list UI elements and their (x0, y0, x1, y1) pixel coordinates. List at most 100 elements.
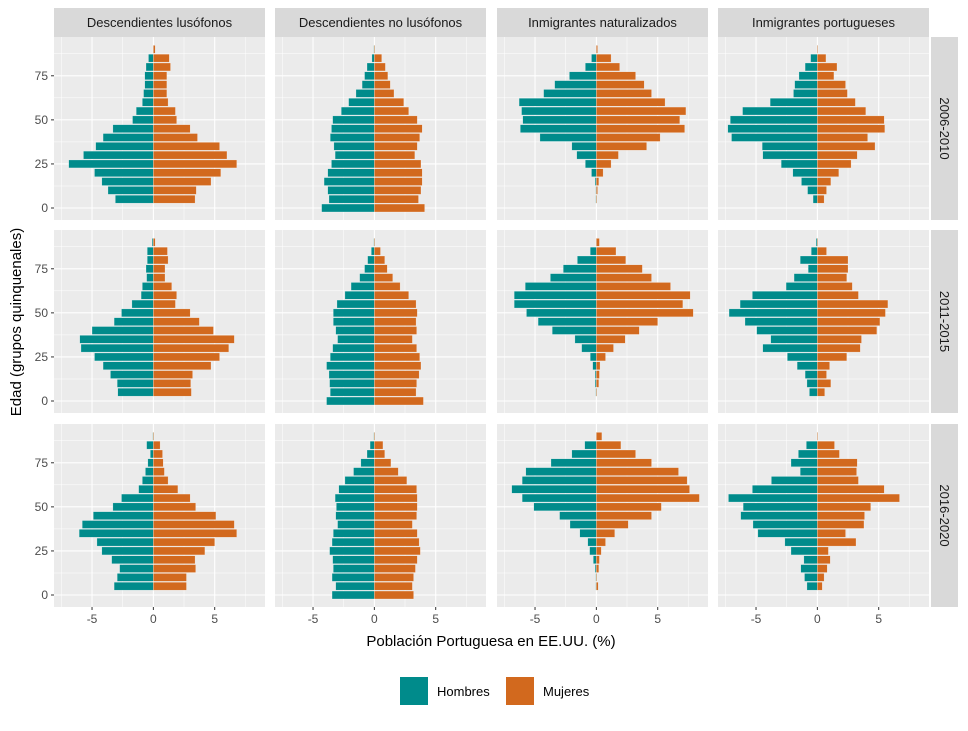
bar-mujeres (153, 326, 214, 335)
bar-mujeres (374, 370, 420, 379)
bar-hombres (333, 308, 375, 318)
bar-hombres (369, 440, 375, 450)
bar-hombres (590, 246, 597, 256)
bar-mujeres (374, 335, 413, 344)
bar-hombres (121, 308, 154, 318)
bar-hombres (804, 573, 818, 582)
bar-mujeres (374, 440, 384, 450)
bar-mujeres (374, 493, 418, 503)
bar-hombres (107, 186, 154, 195)
bar-mujeres (596, 195, 598, 204)
bar-hombres (93, 511, 154, 520)
bar-mujeres (817, 106, 867, 116)
bar-mujeres (153, 379, 191, 388)
bar-mujeres (153, 370, 193, 379)
bar-hombres (332, 555, 375, 564)
bar-mujeres (817, 458, 858, 467)
bar-mujeres (596, 133, 661, 142)
bar-hombres (146, 440, 154, 450)
bar-mujeres (817, 379, 832, 388)
bar-hombres (344, 476, 375, 485)
bar-mujeres (374, 476, 408, 485)
y-tick-label: 25 (35, 350, 49, 364)
bar-hombres (147, 255, 154, 265)
bar-mujeres (153, 555, 196, 564)
bar-hombres (132, 115, 154, 125)
bar-hombres (590, 352, 597, 362)
bar-mujeres (817, 335, 862, 344)
bar-mujeres (374, 590, 414, 600)
bar-mujeres (596, 317, 658, 326)
bar-hombres (806, 379, 818, 388)
bar-hombres (144, 80, 154, 89)
bar-hombres (348, 98, 375, 107)
bar-hombres (111, 555, 154, 564)
bar-mujeres (153, 124, 191, 133)
bar-hombres (520, 124, 597, 133)
bar-hombres (806, 582, 818, 591)
bar-mujeres (817, 62, 838, 72)
bar-hombres (332, 343, 375, 353)
bar-mujeres (374, 520, 413, 529)
bar-hombres (353, 467, 375, 476)
bar-mujeres (596, 361, 601, 370)
x-tick-label: -5 (308, 612, 319, 626)
bar-mujeres (596, 238, 600, 247)
bar-mujeres (817, 168, 840, 177)
bar-hombres (811, 246, 818, 256)
bar-mujeres (374, 502, 418, 512)
bar-hombres (333, 317, 375, 326)
bar-mujeres (153, 255, 169, 265)
bar-mujeres (153, 195, 196, 204)
bar-hombres (581, 343, 597, 353)
bar-mujeres (817, 98, 856, 107)
bar-mujeres (153, 299, 176, 309)
bar-hombres (810, 53, 818, 63)
bar-mujeres (817, 520, 865, 529)
bar-hombres (798, 449, 818, 459)
facet-label-row: 2011-2015 (937, 291, 952, 352)
bar-hombres (102, 361, 154, 370)
bar-mujeres (153, 458, 164, 467)
bar-mujeres (596, 458, 652, 467)
bar-hombres (142, 476, 154, 485)
bar-mujeres (374, 89, 395, 98)
bar-hombres (585, 159, 597, 169)
bar-hombres (798, 71, 818, 80)
bar-mujeres (596, 186, 598, 195)
x-tick-label: -5 (530, 612, 541, 626)
x-axis-title: Población Portuguesa en EE.UU. (%) (366, 633, 615, 650)
bar-mujeres (374, 273, 393, 282)
bar-mujeres (596, 379, 600, 388)
bar-mujeres (817, 308, 886, 318)
bar-hombres (94, 352, 154, 362)
bar-hombres (367, 255, 375, 265)
bar-mujeres (153, 142, 220, 151)
bar-mujeres (596, 335, 626, 344)
bar-mujeres (153, 238, 156, 247)
y-axis-title: Edad (grupos quinquenales) (8, 228, 25, 416)
bar-hombres (571, 142, 597, 151)
bar-hombres (513, 291, 597, 300)
bar-mujeres (596, 308, 694, 318)
bar-mujeres (153, 335, 235, 344)
bar-hombres (591, 168, 597, 177)
x-tick-label: 5 (875, 612, 882, 626)
bar-hombres (331, 124, 375, 133)
bar-mujeres (374, 485, 417, 494)
bar-mujeres (374, 238, 376, 247)
bar-hombres (336, 502, 375, 512)
bar-mujeres (596, 537, 606, 547)
bar-mujeres (596, 168, 604, 177)
bar-mujeres (153, 493, 191, 503)
bar-hombres (511, 485, 597, 494)
bar-mujeres (596, 53, 612, 63)
bar-hombres (521, 476, 597, 485)
bar-hombres (337, 335, 375, 344)
bar-hombres (101, 546, 154, 556)
bar-hombres (333, 564, 375, 573)
facet-strip-column (54, 8, 265, 37)
bar-mujeres (817, 299, 889, 309)
bar-mujeres (374, 467, 399, 476)
bar-hombres (110, 370, 154, 379)
